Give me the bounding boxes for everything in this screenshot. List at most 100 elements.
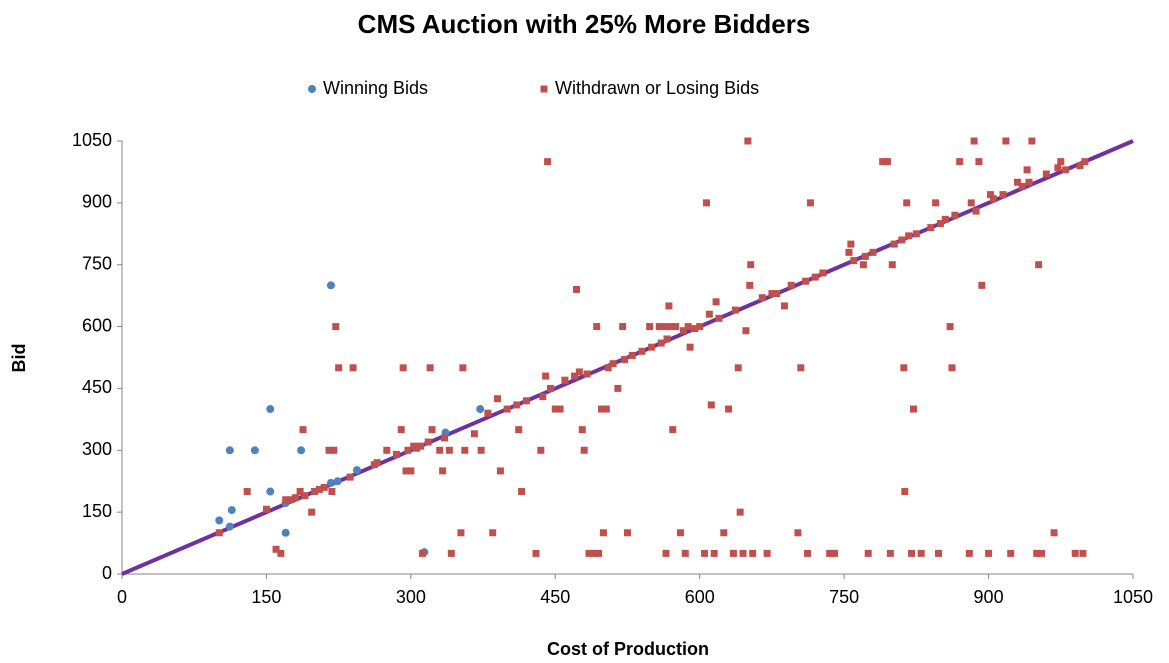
point [621,356,629,364]
point [672,323,680,331]
point [243,488,251,496]
point [413,444,421,452]
point [301,492,309,500]
point [669,426,677,434]
point [628,351,636,359]
point [1013,178,1021,186]
point [571,372,579,380]
legend-marker [308,85,316,93]
point [972,207,980,215]
point [436,446,444,454]
point [734,364,742,372]
point [883,158,891,166]
point [326,478,335,487]
point [1038,549,1046,557]
point [551,405,559,413]
point [404,446,412,454]
point [407,467,415,475]
point [705,310,713,318]
point [299,426,307,434]
point [1076,162,1084,170]
point [544,158,552,166]
point [311,488,319,496]
point [402,467,410,475]
y-tick-label: 300 [82,439,112,459]
point [970,137,978,145]
point [845,248,853,256]
point [681,549,689,557]
point [477,446,485,454]
y-tick-label: 450 [82,377,112,397]
point [1002,137,1010,145]
y-tick-label: 150 [82,501,112,521]
point [1050,529,1058,537]
point [1033,549,1041,557]
point [879,158,887,166]
point [886,549,894,557]
chart-title: CMS Auction with 25% More Bidders [358,9,811,39]
point [325,446,333,454]
point [383,446,391,454]
point [580,446,588,454]
point [802,277,810,285]
point [291,494,299,502]
point [646,323,654,331]
point [262,505,270,513]
point [864,549,872,557]
point [225,446,234,455]
point [936,219,944,227]
point [595,549,603,557]
point [277,549,285,557]
x-tick-label: 600 [685,587,715,607]
x-tick-label: 300 [396,587,426,607]
point [537,446,545,454]
point [546,384,554,392]
point [1018,182,1026,190]
point [826,549,834,557]
point [1071,549,1079,557]
point [624,529,631,537]
x-tick-label: 1050 [1113,587,1153,607]
point [518,488,526,496]
point [948,364,956,372]
point [691,325,699,333]
point [900,364,908,372]
point [989,195,997,203]
point [859,261,867,269]
point [542,372,550,380]
point [320,483,328,491]
point [999,191,1007,199]
point [684,323,692,331]
point [638,347,646,355]
point [496,467,504,475]
point [901,488,909,496]
point [749,549,757,557]
point [1057,158,1065,166]
point [744,137,752,145]
point [418,549,426,557]
point [287,496,294,504]
point [281,528,290,537]
point [215,516,224,525]
y-tick-label: 600 [82,315,112,335]
point [935,549,943,557]
point [266,487,275,496]
point [850,257,858,265]
point [903,199,911,207]
point [686,343,694,351]
point [561,376,569,384]
point [227,506,236,515]
point [593,323,601,331]
point [932,199,940,207]
point [609,360,617,368]
point [702,199,710,207]
point [1081,158,1089,166]
point [556,405,564,413]
point [441,434,449,442]
point [457,529,465,537]
point [445,446,453,454]
point [797,364,805,372]
x-tick-label: 150 [251,587,281,607]
point [662,549,670,557]
point [484,409,492,417]
